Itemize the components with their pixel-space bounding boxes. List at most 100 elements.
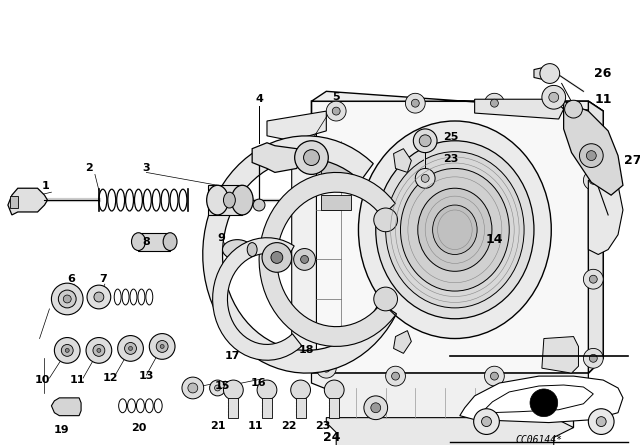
Text: 14: 14 — [486, 233, 503, 246]
Circle shape — [326, 101, 346, 121]
Circle shape — [374, 287, 397, 311]
Ellipse shape — [376, 141, 534, 319]
Circle shape — [412, 99, 419, 107]
Circle shape — [386, 366, 405, 386]
Circle shape — [87, 285, 111, 309]
Polygon shape — [51, 398, 81, 416]
Circle shape — [421, 174, 429, 182]
Text: 11: 11 — [595, 93, 612, 106]
Circle shape — [97, 349, 101, 353]
Circle shape — [364, 396, 388, 420]
Circle shape — [413, 129, 437, 153]
Polygon shape — [203, 136, 396, 373]
Circle shape — [392, 372, 399, 380]
Polygon shape — [475, 99, 564, 119]
Ellipse shape — [163, 233, 177, 250]
Circle shape — [589, 275, 597, 283]
Polygon shape — [394, 331, 412, 353]
Circle shape — [253, 199, 265, 211]
Text: 13: 13 — [139, 371, 154, 381]
Circle shape — [223, 380, 243, 400]
Polygon shape — [8, 188, 47, 215]
Polygon shape — [564, 101, 623, 195]
Text: 8: 8 — [143, 237, 150, 247]
Ellipse shape — [207, 185, 228, 215]
Text: 26: 26 — [595, 67, 612, 80]
Ellipse shape — [358, 121, 551, 339]
Text: 1: 1 — [42, 181, 49, 191]
Text: 10: 10 — [35, 375, 50, 385]
Polygon shape — [212, 238, 302, 360]
Circle shape — [294, 141, 328, 174]
Circle shape — [490, 372, 499, 380]
Circle shape — [156, 340, 168, 353]
Circle shape — [271, 251, 283, 263]
Circle shape — [58, 290, 76, 308]
Circle shape — [481, 417, 492, 426]
Ellipse shape — [418, 188, 492, 271]
Circle shape — [262, 243, 292, 272]
Bar — [207, 185, 243, 215]
Polygon shape — [542, 336, 579, 373]
Circle shape — [579, 144, 603, 168]
Circle shape — [125, 342, 136, 354]
Text: 11: 11 — [69, 375, 85, 385]
Circle shape — [86, 337, 112, 363]
Circle shape — [405, 93, 425, 113]
Text: 6: 6 — [67, 274, 75, 284]
Circle shape — [570, 109, 577, 117]
Polygon shape — [292, 131, 316, 368]
Circle shape — [564, 103, 584, 123]
Polygon shape — [259, 172, 396, 346]
Circle shape — [182, 377, 204, 399]
Circle shape — [564, 100, 582, 118]
Bar — [321, 155, 351, 175]
Circle shape — [303, 150, 319, 165]
Circle shape — [65, 349, 69, 353]
Bar — [296, 398, 305, 418]
Text: 16: 16 — [250, 378, 266, 388]
Polygon shape — [326, 418, 573, 447]
Circle shape — [301, 255, 308, 263]
Circle shape — [548, 92, 559, 102]
Text: 4: 4 — [255, 94, 263, 104]
Circle shape — [61, 345, 73, 356]
Circle shape — [589, 177, 597, 184]
Circle shape — [584, 349, 603, 368]
Polygon shape — [394, 149, 412, 172]
Text: 18: 18 — [299, 345, 314, 355]
Circle shape — [332, 107, 340, 115]
Bar — [138, 233, 170, 250]
Text: 23: 23 — [444, 154, 459, 164]
Polygon shape — [312, 101, 603, 383]
Circle shape — [257, 380, 277, 400]
Circle shape — [54, 337, 80, 363]
Circle shape — [374, 208, 397, 232]
Circle shape — [588, 409, 614, 435]
Text: 27: 27 — [624, 154, 640, 167]
Text: 5: 5 — [332, 92, 340, 102]
Polygon shape — [460, 376, 623, 422]
Circle shape — [93, 345, 105, 356]
Bar — [321, 195, 351, 210]
Bar — [262, 398, 272, 418]
Text: 19: 19 — [54, 425, 69, 435]
Polygon shape — [588, 101, 603, 373]
Polygon shape — [484, 385, 593, 413]
Circle shape — [324, 380, 344, 400]
Circle shape — [419, 135, 431, 146]
Circle shape — [160, 345, 164, 349]
Circle shape — [596, 417, 606, 426]
Circle shape — [294, 249, 316, 270]
Circle shape — [589, 354, 597, 362]
Polygon shape — [312, 373, 588, 427]
Circle shape — [586, 151, 596, 160]
Circle shape — [291, 380, 310, 400]
Circle shape — [584, 269, 603, 289]
Circle shape — [210, 380, 225, 396]
Bar — [329, 398, 339, 418]
Text: 24: 24 — [323, 431, 340, 444]
Polygon shape — [534, 65, 556, 82]
Circle shape — [542, 86, 566, 109]
Circle shape — [118, 336, 143, 361]
